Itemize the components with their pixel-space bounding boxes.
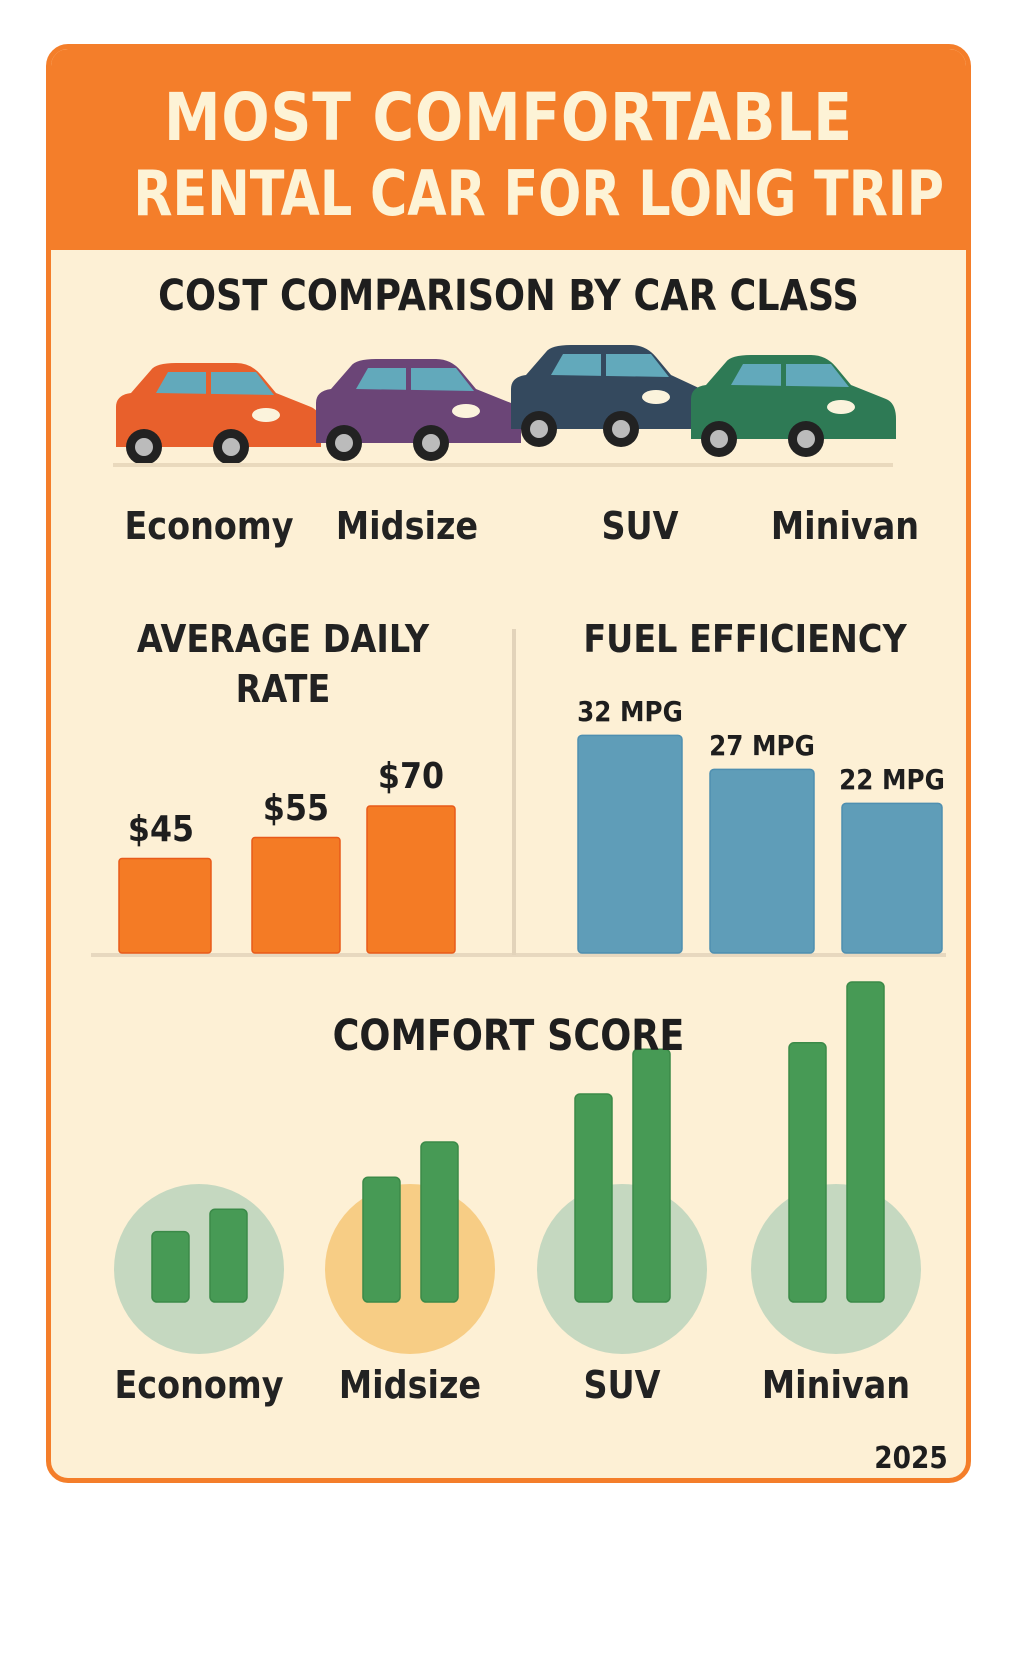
comfort-bar: [846, 981, 885, 1303]
comfort-label-minivan: Minivan: [761, 1363, 911, 1407]
daily-rate-bar: [366, 805, 456, 954]
car-window: [156, 372, 274, 395]
car-window: [731, 364, 849, 387]
car-pillar: [601, 353, 606, 377]
infographic-card: MOST COMFORTABLE RENTAL CAR FOR LONG TRI…: [46, 44, 971, 1483]
comfort-label-midsize: Midsize: [338, 1363, 482, 1407]
daily-rate-bar: [118, 857, 212, 954]
car-label-economy: Economy: [124, 504, 294, 548]
car-icon-economy: [116, 363, 321, 465]
comfort-bar: [362, 1176, 401, 1303]
daily-rate-title-1: AVERAGE DAILY: [136, 617, 430, 661]
car-label-suv: SUV: [601, 504, 679, 548]
fuel-efficiency-bar: [709, 768, 815, 954]
comfort-circle: [325, 1184, 495, 1354]
fuel-efficiency-value-label: 27 MPG: [709, 729, 815, 763]
car-hubcap: [612, 420, 630, 438]
fuel-efficiency-value-label: 22 MPG: [839, 763, 945, 797]
fuel-efficiency-bar: [841, 802, 943, 954]
year-label: 2025: [874, 1441, 948, 1476]
car-icon-midsize: [316, 359, 521, 461]
chart-divider: [512, 629, 516, 955]
car-headlight: [827, 400, 855, 414]
car-headlight: [452, 404, 480, 418]
header-banner: MOST COMFORTABLE RENTAL CAR FOR LONG TRI…: [51, 49, 966, 250]
comfort-bar: [209, 1208, 248, 1303]
comfort-bar: [574, 1093, 613, 1303]
car-hubcap: [135, 438, 153, 456]
fuel-efficiency-title: FUEL EFFICIENCY: [583, 617, 907, 661]
title-line-1: MOST COMFORTABLE: [164, 79, 853, 156]
car-label-midsize: Midsize: [335, 504, 479, 548]
car-pillar: [781, 363, 786, 387]
car-window: [356, 368, 474, 391]
daily-rate-title-2: RATE: [235, 667, 331, 711]
daily-rate-value-label: $55: [262, 787, 330, 829]
daily-rate-value-label: $45: [127, 808, 195, 850]
comfort-circle: [114, 1184, 284, 1354]
comfort-bar: [632, 1048, 671, 1303]
comfort-circle: [751, 1184, 921, 1354]
car-headlight: [252, 408, 280, 422]
car-icon-suv: [511, 345, 711, 447]
comfort-label-economy: Economy: [114, 1363, 284, 1407]
road-line: [113, 463, 893, 467]
daily-rate-bar: [251, 836, 341, 954]
comfort-score-title: COMFORT SCORE: [332, 1011, 685, 1061]
car-hubcap: [335, 434, 353, 452]
car-pillar: [406, 367, 411, 391]
daily-rate-value-label: $70: [377, 756, 445, 797]
car-hubcap: [222, 438, 240, 456]
car-hubcap: [422, 434, 440, 452]
charts-layer: [91, 629, 946, 1354]
car-hubcap: [797, 430, 815, 448]
title-line-2: RENTAL CAR FOR LONG TRIP: [133, 157, 945, 230]
car-icon-minivan: [691, 355, 896, 457]
cars-illustration: [113, 345, 896, 467]
car-hubcap: [710, 430, 728, 448]
chart-baseline: [91, 953, 946, 957]
car-window: [551, 354, 669, 377]
car-headlight: [642, 390, 670, 404]
comfort-bar: [151, 1230, 190, 1303]
fuel-efficiency-bar: [577, 734, 683, 954]
comfort-bar: [420, 1141, 459, 1303]
comfort-circle: [537, 1184, 707, 1354]
car-label-minivan: Minivan: [770, 504, 920, 548]
car-pillar: [206, 371, 211, 395]
car-hubcap: [530, 420, 548, 438]
cost-section-title: COST COMPARISON BY CAR CLASS: [158, 271, 859, 321]
comfort-label-suv: SUV: [583, 1363, 661, 1407]
comfort-bar: [788, 1042, 827, 1303]
fuel-efficiency-value-label: 32 MPG: [577, 695, 683, 729]
